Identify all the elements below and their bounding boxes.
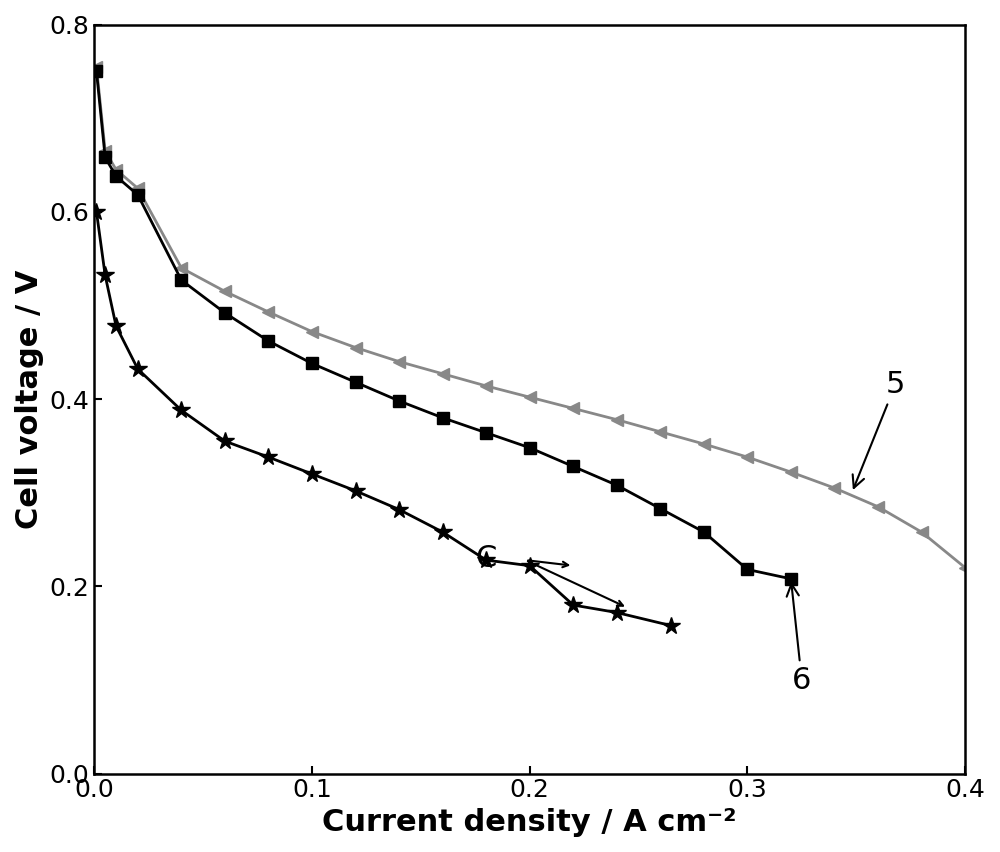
Text: C: C <box>476 544 497 573</box>
Text: 5: 5 <box>853 370 905 488</box>
X-axis label: Current density / A cm⁻²: Current density / A cm⁻² <box>322 808 737 837</box>
Y-axis label: Cell voltage / V: Cell voltage / V <box>15 269 44 529</box>
Text: 6: 6 <box>787 584 811 695</box>
